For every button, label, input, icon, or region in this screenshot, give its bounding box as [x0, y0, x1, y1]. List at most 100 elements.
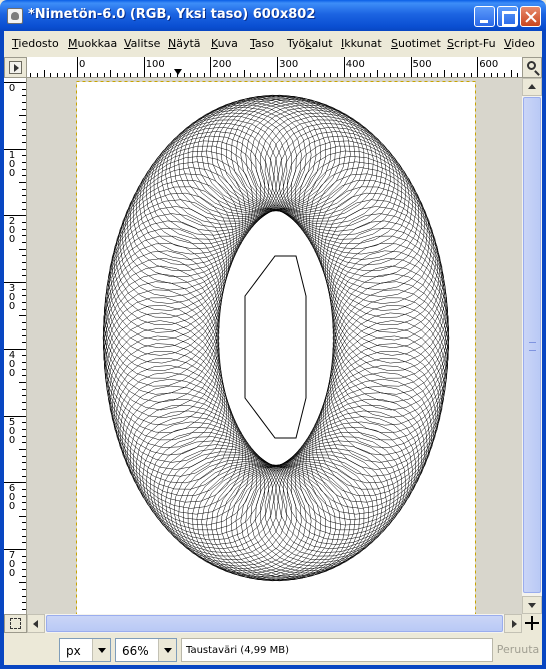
window-border-left: [0, 31, 4, 669]
menu-kuva[interactable]: Kuva: [211, 37, 238, 50]
horizontal-ruler[interactable]: 0 100 200 300 400 500 600: [27, 57, 522, 78]
scroll-left-button[interactable]: [27, 614, 45, 633]
ruler-tick: [123, 73, 125, 77]
ruler-tick: [22, 268, 26, 270]
ruler-tick: [463, 73, 465, 77]
maximize-icon: [498, 7, 517, 26]
menu-valitse[interactable]: Valitse: [124, 37, 161, 50]
menu-taso[interactable]: Taso: [250, 37, 275, 50]
ruler-label: 600: [479, 59, 499, 70]
ruler-tick: [223, 73, 225, 77]
menu-ty-kalut[interactable]: Työkalut: [287, 37, 333, 50]
horizontal-scrollbar[interactable]: [27, 614, 522, 633]
minimize-icon: [475, 7, 494, 26]
image-canvas[interactable]: [27, 78, 522, 614]
title-bar[interactable]: *Nimetön-6.0 (RGB, Yksi taso) 600x802: [0, 0, 546, 31]
scroll-right-button[interactable]: [504, 614, 522, 633]
menu-arrow-button[interactable]: [4, 57, 27, 78]
zoom-toggle-button[interactable]: [522, 57, 542, 78]
maximize-button[interactable]: [497, 6, 518, 27]
canvas-workspace[interactable]: [27, 78, 522, 614]
ruler-tick: [97, 73, 98, 77]
close-button[interactable]: [520, 6, 541, 27]
ruler-tick: [290, 73, 292, 77]
navigate-button[interactable]: [522, 614, 542, 633]
ruler-tick: [22, 395, 26, 397]
ruler-tick: [22, 102, 26, 103]
ruler-tick: [277, 57, 279, 77]
ruler-tick: [22, 162, 26, 164]
ruler-label: 300: [279, 59, 299, 70]
menu-n-yt-[interactable]: Näytä: [168, 37, 201, 50]
window-border-bottom: [0, 665, 546, 669]
ruler-tick: [50, 73, 52, 77]
status-message: Taustaväri (4,99 MB): [181, 638, 493, 662]
ruler-tick: [22, 595, 26, 597]
ruler-tick: [19, 582, 26, 584]
ruler-tick: [63, 73, 65, 77]
ruler-tick: [323, 73, 325, 77]
menu-script-fu[interactable]: Script-Fu: [447, 37, 496, 50]
ruler-tick: [143, 57, 145, 77]
ruler-tick: [22, 135, 26, 137]
ruler-tick: [77, 57, 78, 77]
ruler-tick: [130, 73, 132, 77]
ruler-tick: [22, 535, 26, 537]
quick-mask-icon: [10, 618, 21, 629]
unit-select[interactable]: px: [59, 638, 111, 662]
ruler-tick: [22, 495, 26, 497]
ruler-tick: [22, 502, 26, 504]
ruler-tick: [22, 402, 26, 404]
gimp-icon[interactable]: [7, 8, 23, 24]
menu-tiedosto[interactable]: Tiedosto: [12, 37, 59, 50]
ruler-tick: [4, 415, 26, 417]
vertical-scroll-thumb[interactable]: [523, 97, 541, 593]
pointer-position-marker: [174, 69, 182, 75]
ruler-tick: [4, 548, 26, 550]
menu-muokkaa[interactable]: Muokkaa: [68, 37, 118, 50]
ruler-tick: [19, 115, 26, 117]
ruler-tick: [22, 355, 26, 357]
minimize-button[interactable]: [474, 6, 495, 27]
ruler-tick: [22, 522, 26, 524]
ruler-tick: [397, 73, 399, 77]
ruler-tick: [22, 275, 26, 277]
ruler-tick: [22, 208, 26, 210]
ruler-tick: [22, 575, 26, 577]
chevron-down-icon[interactable]: [92, 639, 110, 661]
ruler-tick: [22, 328, 26, 330]
ruler-tick: [22, 375, 26, 377]
zoom-select[interactable]: 66%: [115, 638, 177, 662]
horizontal-scroll-thumb[interactable]: [46, 615, 503, 632]
ruler-tick: [230, 73, 232, 77]
scroll-down-button[interactable]: [522, 596, 542, 614]
ruler-tick: [517, 73, 519, 77]
menu-suotimet[interactable]: Suotimet: [391, 37, 441, 50]
menu-video[interactable]: Video: [504, 37, 535, 50]
window-border-right: [542, 31, 546, 669]
ruler-tick: [22, 362, 26, 364]
ruler-tick: [310, 70, 312, 77]
ruler-tick: [22, 555, 26, 557]
ruler-tick: [483, 73, 485, 77]
ruler-tick: [363, 73, 365, 77]
menu-ikkunat[interactable]: Ikkunat: [341, 37, 382, 50]
chevron-down-icon[interactable]: [158, 639, 176, 661]
ruler-tick: [70, 73, 72, 77]
ruler-tick: [22, 302, 26, 304]
ruler-tick: [403, 73, 405, 77]
quick-mask-button[interactable]: [4, 614, 27, 633]
ruler-tick: [22, 108, 26, 110]
layer-boundary: [76, 81, 476, 614]
scroll-up-button[interactable]: [522, 78, 542, 96]
ruler-tick: [22, 322, 26, 324]
unit-value: px: [66, 644, 81, 658]
ruler-tick: [477, 57, 479, 77]
ruler-tick: [150, 73, 152, 77]
cancel-button[interactable]: Peruuta: [496, 643, 540, 656]
vertical-scrollbar[interactable]: [522, 78, 542, 614]
spirograph-loops: [102, 94, 450, 582]
